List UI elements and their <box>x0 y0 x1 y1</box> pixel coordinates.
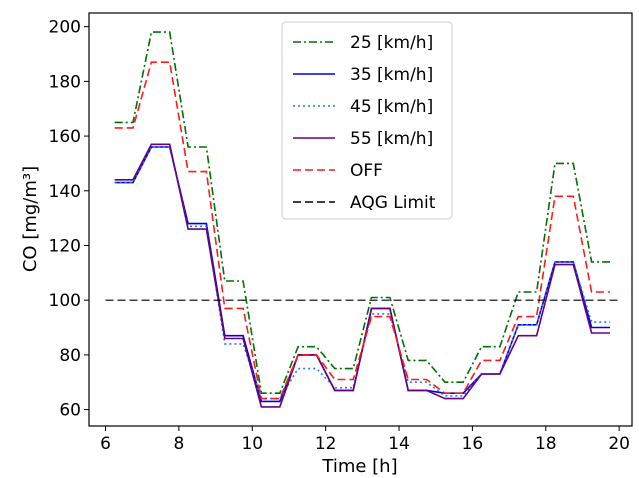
y-tick-label: 180 <box>49 72 81 92</box>
legend-label: 35 [km/h] <box>350 65 433 85</box>
x-tick-label: 14 <box>388 434 410 454</box>
x-tick-label: 10 <box>241 434 263 454</box>
y-axis-title: CO [mg/m³] <box>20 166 41 272</box>
legend-label: AQG Limit <box>350 193 436 213</box>
y-tick-label: 80 <box>59 346 81 366</box>
legend-label: OFF <box>350 161 383 181</box>
y-tick-label: 60 <box>59 401 81 421</box>
x-tick-label: 6 <box>100 434 111 454</box>
x-axis-title: Time [h] <box>321 456 397 477</box>
series-line <box>114 61 610 400</box>
x-tick-label: 12 <box>315 434 337 454</box>
plot-frame <box>88 12 633 427</box>
legend: 25 [km/h] 35 [km/h] 45 [km/h] 55 [km/h] OFF A… <box>281 21 453 220</box>
legend-label: 45 [km/h] <box>350 97 433 117</box>
y-tick-label: 200 <box>49 18 81 38</box>
legend-label: 25 [km/h] <box>350 33 433 53</box>
y-tick-label: 100 <box>49 291 81 311</box>
x-tick-label: 18 <box>535 434 557 454</box>
x-tick-label: 16 <box>462 434 484 454</box>
y-tick-label: 120 <box>49 236 81 256</box>
legend-label: 55 [km/h] <box>350 129 433 149</box>
series-line <box>114 143 610 408</box>
y-tick-label: 160 <box>49 127 81 147</box>
x-tick-label: 8 <box>173 434 184 454</box>
series-line <box>114 31 610 394</box>
y-tick-label: 140 <box>49 182 81 202</box>
plot-area <box>105 31 620 408</box>
x-axis: 6 8 10 12 14 16 18 20 <box>100 426 630 454</box>
x-tick-label: 20 <box>608 434 630 454</box>
y-axis: 60 80 100 120 140 160 180 200 <box>49 18 89 421</box>
